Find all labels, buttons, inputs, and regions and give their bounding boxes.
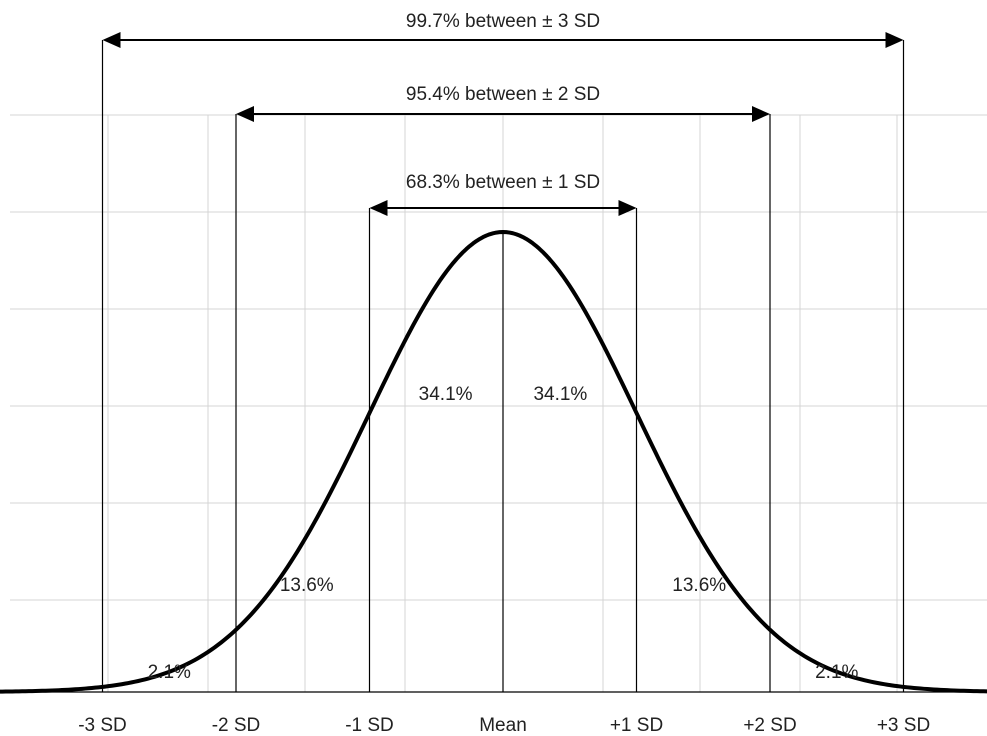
area-percentage-label: 13.6%: [672, 575, 726, 596]
x-tick-label: Mean: [479, 715, 527, 736]
range-arrows: 68.3% between ± 1 SD 95.4% between ± 2 SD…: [102, 11, 904, 216]
range-label: 95.4% between ± 2 SD: [406, 84, 600, 105]
x-tick-labels: -3 SD -2 SD -1 SD Mean +1 SD +2 SD +3 SD: [78, 715, 930, 736]
x-tick-label: -3 SD: [78, 715, 127, 736]
area-percentage-label: 2.1%: [815, 662, 858, 683]
area-percentage-label: 2.1%: [148, 662, 191, 683]
sd-lines: [101, 40, 905, 692]
arrow-head-right: [885, 32, 904, 48]
area-percentage-label: 34.1%: [533, 384, 587, 405]
arrow-head-left: [236, 106, 254, 122]
x-tick-label: -2 SD: [212, 715, 261, 736]
x-tick-label: +1 SD: [610, 715, 663, 736]
arrow-head-left: [369, 200, 388, 216]
x-tick-label: -1 SD: [345, 715, 394, 736]
x-tick-label: +3 SD: [877, 715, 930, 736]
area-labels: 2.1% 13.6% 34.1% 34.1% 13.6% 2.1%: [148, 384, 859, 683]
area-percentage-label: 34.1%: [419, 384, 473, 405]
x-tick-label: +2 SD: [743, 715, 796, 736]
normal-curve: [0, 230, 987, 694]
grid: [10, 114, 987, 692]
range-label: 99.7% between ± 3 SD: [406, 11, 600, 32]
arrow-head-left: [102, 32, 121, 48]
arrow-head-right: [752, 106, 770, 122]
arrow-head-right: [618, 200, 637, 216]
area-percentage-label: 13.6%: [280, 575, 334, 596]
range-label: 68.3% between ± 1 SD: [406, 172, 600, 193]
